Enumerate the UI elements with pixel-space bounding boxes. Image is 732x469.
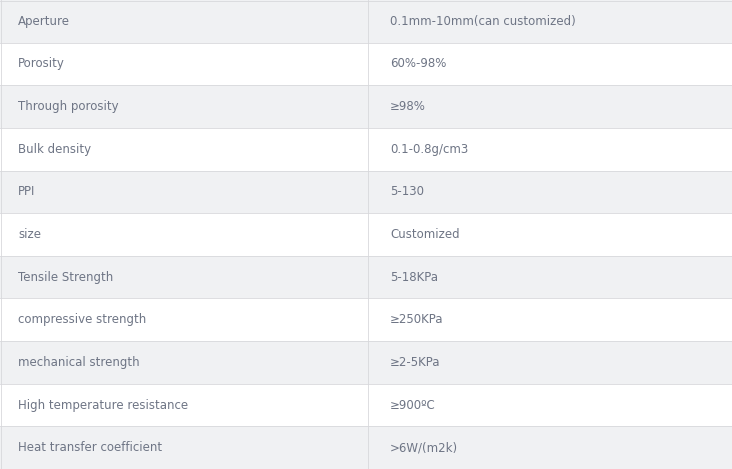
Text: PPI: PPI xyxy=(18,185,35,198)
Text: Porosity: Porosity xyxy=(18,58,65,70)
Bar xyxy=(368,85,732,128)
Text: Customized: Customized xyxy=(390,228,460,241)
Text: >6W/(m2k): >6W/(m2k) xyxy=(390,441,458,454)
Text: Tensile Strength: Tensile Strength xyxy=(18,271,113,284)
Bar xyxy=(0,171,368,213)
Text: compressive strength: compressive strength xyxy=(18,313,146,326)
Bar xyxy=(0,341,368,384)
Bar xyxy=(0,298,368,341)
Text: Aperture: Aperture xyxy=(18,15,70,28)
Text: 0.1mm-10mm(can customized): 0.1mm-10mm(can customized) xyxy=(390,15,576,28)
Text: ≥250KPa: ≥250KPa xyxy=(390,313,444,326)
Bar xyxy=(0,426,368,469)
Bar xyxy=(0,256,368,298)
Text: 5-130: 5-130 xyxy=(390,185,424,198)
Bar xyxy=(368,128,732,171)
Bar xyxy=(368,256,732,298)
Text: Bulk density: Bulk density xyxy=(18,143,91,156)
Bar xyxy=(368,171,732,213)
Text: Through porosity: Through porosity xyxy=(18,100,119,113)
Text: ≥2-5KPa: ≥2-5KPa xyxy=(390,356,441,369)
Bar xyxy=(368,341,732,384)
Text: ≥900ºC: ≥900ºC xyxy=(390,399,436,411)
Bar xyxy=(368,298,732,341)
Text: ≥98%: ≥98% xyxy=(390,100,426,113)
Text: Heat transfer coefficient: Heat transfer coefficient xyxy=(18,441,162,454)
Text: 5-18KPa: 5-18KPa xyxy=(390,271,438,284)
Text: 60%-98%: 60%-98% xyxy=(390,58,447,70)
Text: 0.1-0.8g/cm3: 0.1-0.8g/cm3 xyxy=(390,143,468,156)
Bar xyxy=(0,213,368,256)
Bar xyxy=(368,213,732,256)
Bar xyxy=(368,426,732,469)
Bar xyxy=(0,128,368,171)
Text: mechanical strength: mechanical strength xyxy=(18,356,140,369)
Bar xyxy=(0,0,368,43)
Text: High temperature resistance: High temperature resistance xyxy=(18,399,188,411)
Text: size: size xyxy=(18,228,41,241)
Bar xyxy=(0,384,368,426)
Bar xyxy=(368,384,732,426)
Bar xyxy=(368,43,732,85)
Bar xyxy=(368,0,732,43)
Bar xyxy=(0,85,368,128)
Bar xyxy=(0,43,368,85)
